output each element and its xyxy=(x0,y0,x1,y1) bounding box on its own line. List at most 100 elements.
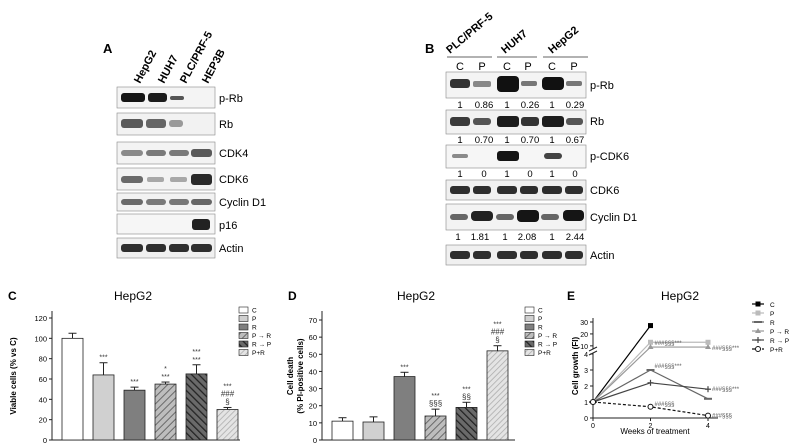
y-tick-label: 120 xyxy=(34,314,47,323)
y-tick-label: 2 xyxy=(584,384,588,391)
y-tick-label: 30 xyxy=(309,385,317,394)
quant-value: 0 xyxy=(527,169,532,180)
point-marker xyxy=(648,323,653,329)
point-marker xyxy=(755,328,761,333)
chart-e-lines xyxy=(589,323,712,419)
point-marker xyxy=(648,339,653,345)
y-tick-label: 10 xyxy=(309,419,317,428)
significance-mark: *** xyxy=(192,349,200,356)
significance-mark: §§ xyxy=(462,392,471,401)
bar-1 xyxy=(362,421,385,441)
legend-swatch xyxy=(524,306,535,314)
lane-labels-b: C P C P C P xyxy=(456,61,578,73)
legend-label: R → P xyxy=(770,338,789,345)
chart-e-annotations: ###§§§*** ###§§§*** ###§§§*** ###§§§*** ###§… xyxy=(655,341,740,420)
quant-value: 2.44 xyxy=(566,232,585,243)
blot-label: Actin xyxy=(590,250,614,262)
point-marker xyxy=(705,344,711,350)
significance-mark: ###§§§ xyxy=(655,402,675,408)
blot-b-prb xyxy=(445,71,587,99)
y-tick-label: 70 xyxy=(309,316,317,325)
y-tick-label: 100 xyxy=(34,334,47,343)
chart-e-xlabel: Weeks of treatment xyxy=(620,427,690,436)
bar-3 xyxy=(154,383,177,441)
quant-value: 0.86 xyxy=(475,100,494,111)
y-tick-label: 20 xyxy=(39,416,47,425)
point-marker xyxy=(705,412,711,419)
chart-d-title: HepG2 xyxy=(397,289,435,303)
y-tick-label: 50 xyxy=(309,350,317,359)
bar-3 xyxy=(424,415,447,441)
y-tick-label: 30 xyxy=(580,320,588,327)
quant-value: 1 xyxy=(457,100,462,111)
quant-row-rb: 1 0.70 1 0.70 1 0.67 xyxy=(457,135,584,146)
significance-mark: ###§§§*** xyxy=(655,364,683,370)
bar-0 xyxy=(61,337,84,441)
significance-mark: ###§§§*** xyxy=(712,387,740,393)
point-marker xyxy=(590,399,596,405)
cell-line-hepg2: HepG2 xyxy=(546,24,581,56)
point-marker xyxy=(755,310,761,316)
significance-mark: *** xyxy=(192,357,200,364)
y-tick-label: 0 xyxy=(584,416,588,423)
quant-row-cyclind1: 1 1.81 1 2.08 1 2.44 xyxy=(455,232,584,243)
blot-label: CDK6 xyxy=(219,174,248,186)
blot-a-cyclind1 xyxy=(116,192,216,212)
significance-mark: ###§§§*** xyxy=(655,341,683,347)
lane-label-huh7: HUH7 xyxy=(156,53,181,85)
chart-c-bars: ****************§###*** xyxy=(61,332,239,441)
significance-mark: *** xyxy=(462,386,470,393)
bar-5 xyxy=(216,409,239,441)
cell-line-huh7: HUH7 xyxy=(499,28,530,56)
x-tick-label: 4 xyxy=(706,423,710,430)
panel-b-letter: B xyxy=(425,41,434,56)
series-line-0 xyxy=(592,325,651,403)
legend-label: R → P xyxy=(538,342,557,349)
blot-a-actin xyxy=(116,237,216,259)
y-tick-label: 0 xyxy=(313,436,317,444)
significance-mark: ### xyxy=(491,328,505,337)
bar-4 xyxy=(455,407,478,441)
legend-swatch xyxy=(524,332,535,339)
bar-2 xyxy=(393,376,416,441)
legend-label: P → R xyxy=(770,329,789,336)
significance-mark: § xyxy=(225,397,229,406)
blot-label: Actin xyxy=(219,243,243,255)
significance-mark: *** xyxy=(431,393,439,400)
lane-label: P xyxy=(570,61,577,73)
legend-swatch xyxy=(238,340,249,348)
legend-label: P+R xyxy=(252,350,265,357)
quant-value: 0.29 xyxy=(566,100,585,111)
legend-swatch xyxy=(238,306,249,314)
lane-label: P xyxy=(478,61,485,73)
series-line-3 xyxy=(592,346,708,403)
significance-mark: * xyxy=(164,366,167,373)
quant-value: 1 xyxy=(549,232,554,243)
legend-swatch xyxy=(238,323,249,331)
blot-b-actin xyxy=(445,244,587,266)
cell-line-plc: PLC/PRF-5 xyxy=(444,11,495,57)
quant-value: 1 xyxy=(504,100,509,111)
legend-swatch xyxy=(524,349,535,356)
legend-label: P → R xyxy=(252,333,271,340)
significance-mark: ### xyxy=(221,389,235,398)
quant-value: 0.26 xyxy=(521,100,540,111)
legend-label: C xyxy=(538,308,543,315)
quant-value: 1 xyxy=(504,135,509,146)
lane-label: P xyxy=(524,61,531,73)
lane-label: C xyxy=(503,61,511,73)
quant-value: 0.70 xyxy=(521,135,540,146)
legend-label: P → R xyxy=(538,333,557,340)
panel-a-lane-labels: HepG2 HUH7 PLC/PRF-5 HEP3B xyxy=(132,30,228,86)
bar-5 xyxy=(486,350,509,441)
legend-swatch xyxy=(524,315,535,322)
legend-label: P+R xyxy=(538,350,551,357)
quant-value: 0 xyxy=(481,169,486,180)
quant-value: 1 xyxy=(549,135,554,146)
chart-d-ylabel-2: (% PI-positive cells) xyxy=(296,338,305,413)
legend-label: C xyxy=(770,302,775,309)
blot-label: p-CDK6 xyxy=(590,151,629,163)
panel-e-letter: E xyxy=(567,289,575,303)
